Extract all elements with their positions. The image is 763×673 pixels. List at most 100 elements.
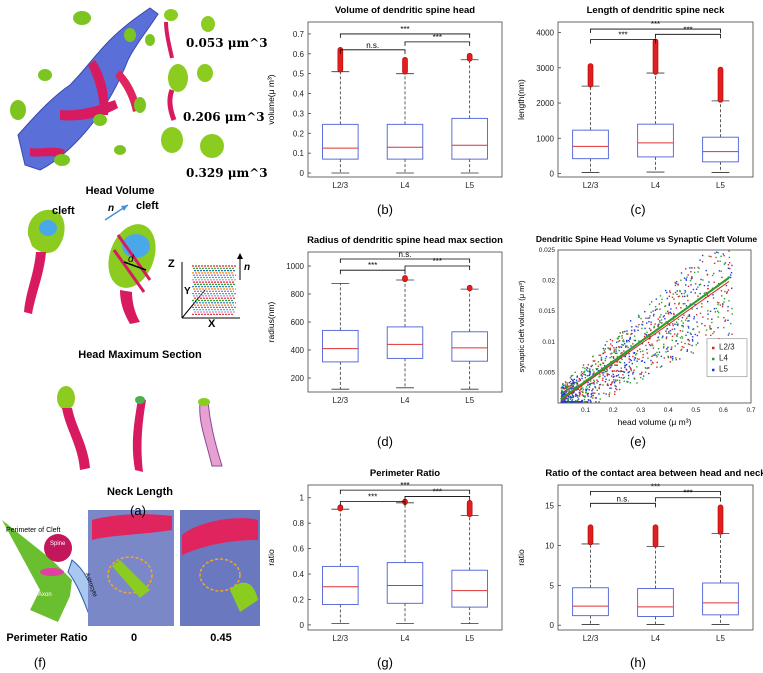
scatter-point [709,310,712,313]
scatter-point [563,390,566,393]
scatter-point [689,267,691,269]
scatter-point [562,401,564,403]
scatter-point [614,364,616,366]
scatter-point [584,376,587,379]
scatter-point [666,291,668,294]
chart-e-head-vs-cleft-scatter: Dendritic Spine Head Volume vs Synaptic … [517,234,757,427]
x-tick-label: 0.3 [636,407,645,414]
significance-label: n.s. [399,250,412,259]
y-tick-label: 600 [291,318,305,327]
scatter-point [604,370,607,373]
outlier-points [652,38,659,75]
scatter-point [583,398,586,401]
scatter-point [717,260,719,262]
scatter-point [650,344,652,347]
scatter-point [690,271,692,273]
scatter-point [712,294,714,296]
y-tick-label: 0.6 [293,50,305,59]
scatter-point [648,303,651,306]
scatter-point [588,386,591,388]
scatter-point [572,380,574,382]
scatter-point [670,308,672,310]
scatter-point [696,314,698,316]
scatter-point [565,382,567,384]
scatter-point [621,351,623,354]
scatter-point [648,327,651,330]
scatter-point [626,330,628,332]
scatter-point [659,366,662,368]
scatter-point [692,328,695,330]
scatter-point [621,343,623,346]
scatter-point [642,321,644,323]
scatter-point [661,322,663,324]
scatter-point [721,276,723,279]
scatter-point [566,401,568,403]
neck-length-spines [57,386,223,472]
scatter-point [662,316,665,318]
scatter-point [566,384,568,386]
y-tick-label: 0.3 [293,109,305,118]
scatter-point [642,356,644,359]
scatter-point [632,343,634,345]
scatter-point [635,352,638,355]
scatter-point [564,389,567,392]
scatter-point [561,396,564,398]
perimeter-render-0 [88,510,174,626]
scatter-point [622,377,625,379]
scatter-point [722,304,724,306]
scatter-point [592,369,594,371]
spine-label: Spine [50,541,66,547]
scatter-point [614,391,616,393]
illustration-column [2,7,260,626]
scatter-point [731,307,733,310]
scatter-point [666,346,669,349]
scatter-point [674,302,676,305]
scatter-point [688,327,690,329]
scatter-point [645,322,648,324]
significance-bracket [404,41,471,46]
scatter-point [670,348,672,351]
scatter-point [574,393,577,395]
scatter-point [566,397,568,400]
scatter-point [730,272,733,274]
scatter-point [713,281,715,284]
scatter-point [729,276,732,279]
box-L5 [451,569,488,608]
outlier-points [402,56,408,75]
scatter-point [563,392,566,394]
scatter-point [637,315,640,317]
scatter-point [603,372,605,374]
significance-label: *** [400,481,409,490]
scatter-point [571,393,574,396]
scatter-point [710,334,712,337]
legend-label: L5 [719,365,728,374]
scatter-point [618,361,621,363]
scatter-point [679,289,681,292]
scatter-point [672,323,674,325]
scatter-point [658,333,661,335]
scatter-point [615,385,617,388]
scatter-point [638,316,640,318]
x-tick-label: 0.7 [746,407,755,414]
scatter-point [701,254,704,257]
scatter-point [570,383,572,385]
scatter-point [658,303,661,305]
scatter-point [696,325,699,328]
scatter-point [672,293,674,295]
scatter-point [580,387,582,390]
scatter-point [630,333,632,335]
significance-label: *** [400,25,409,34]
scatter-point [593,383,595,385]
scatter-point [661,365,663,367]
scatter-point [573,381,576,384]
scatter-point [624,366,626,369]
scatter-point [584,374,587,376]
scatter-point [586,392,588,395]
scatter-point [613,350,615,353]
head-volume-caption: Head Volume [85,185,155,197]
scatter-point [658,351,661,353]
scatter-point [713,307,716,310]
scatter-point [615,370,617,372]
y-tick-label: 0.2 [293,129,305,138]
scatter-point [649,315,651,317]
